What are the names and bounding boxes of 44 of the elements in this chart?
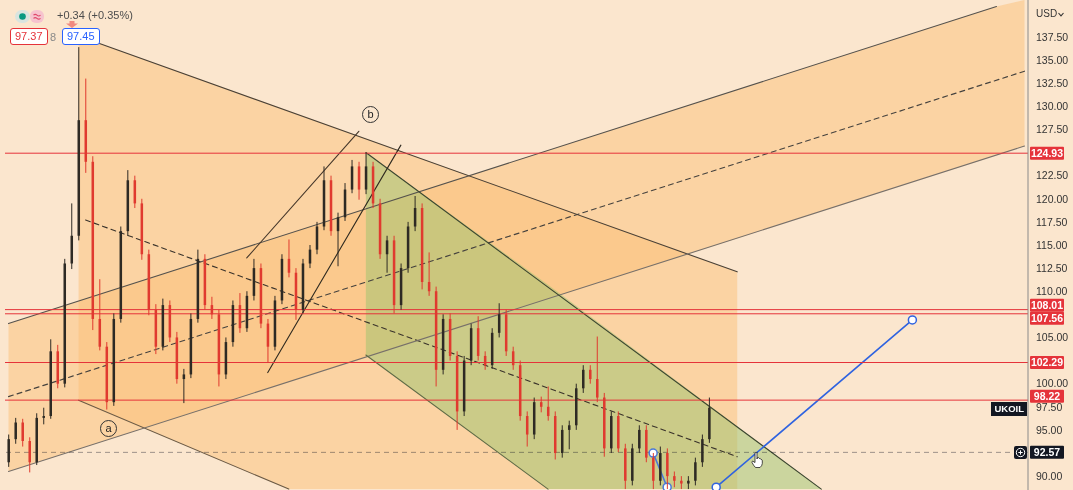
candlestick <box>14 417 17 445</box>
y-tick-label: 117.50 <box>1036 215 1068 228</box>
ref-line-label: 92.57 <box>1033 446 1061 459</box>
annotation: 97.37 <box>10 28 48 45</box>
ref-line-label: 107.56 <box>1030 311 1064 324</box>
annotation: +0.34 (+0.35%) <box>57 9 133 22</box>
y-tick-label: 132.50 <box>1036 76 1069 89</box>
point <box>907 315 918 325</box>
candlestick <box>560 424 564 459</box>
candlestick <box>666 447 669 490</box>
candlestick <box>652 452 655 490</box>
candlestick <box>21 418 24 448</box>
ref-line-label: 102.29 <box>1030 356 1064 369</box>
y-axis-title: USD <box>1036 8 1058 19</box>
candlestick <box>28 436 31 473</box>
y-tick-label: 110.00 <box>1036 284 1068 297</box>
candlestick <box>7 434 10 468</box>
y-tick-label: 115.00 <box>1036 238 1068 251</box>
y-tick-label: 120.00 <box>1036 192 1069 205</box>
annotation: a <box>100 420 117 437</box>
candlestick <box>567 420 571 450</box>
point <box>711 482 721 490</box>
candlestick <box>694 457 697 486</box>
point <box>648 448 658 458</box>
y-tick-label: 135.00 <box>1036 53 1069 66</box>
annotation: UKOIL <box>991 402 1027 416</box>
candlestick <box>582 364 585 394</box>
y-tick-label: 97.50 <box>1036 400 1063 413</box>
y-tick-label: 95.00 <box>1036 423 1063 436</box>
annotation: b <box>362 106 379 123</box>
candlestick <box>589 364 592 385</box>
annotation: 8 <box>50 31 57 44</box>
y-tick-label: 105.00 <box>1036 331 1069 344</box>
y-tick-label: 130.00 <box>1036 100 1069 113</box>
candlestick <box>638 424 641 454</box>
ref-line-label: 124.93 <box>1030 146 1064 159</box>
y-tick-label: 100.00 <box>1036 377 1069 390</box>
y-tick-label: 122.50 <box>1036 169 1069 182</box>
y-tick-label: 112.50 <box>1036 261 1068 274</box>
ref-line-label: 98.22 <box>1033 390 1061 403</box>
y-tick-label: 90.00 <box>1036 469 1063 482</box>
y-tick-label: 127.50 <box>1036 123 1069 136</box>
ref-line-label: 108.01 <box>1030 298 1064 311</box>
y-tick-label: 137.50 <box>1036 30 1069 43</box>
